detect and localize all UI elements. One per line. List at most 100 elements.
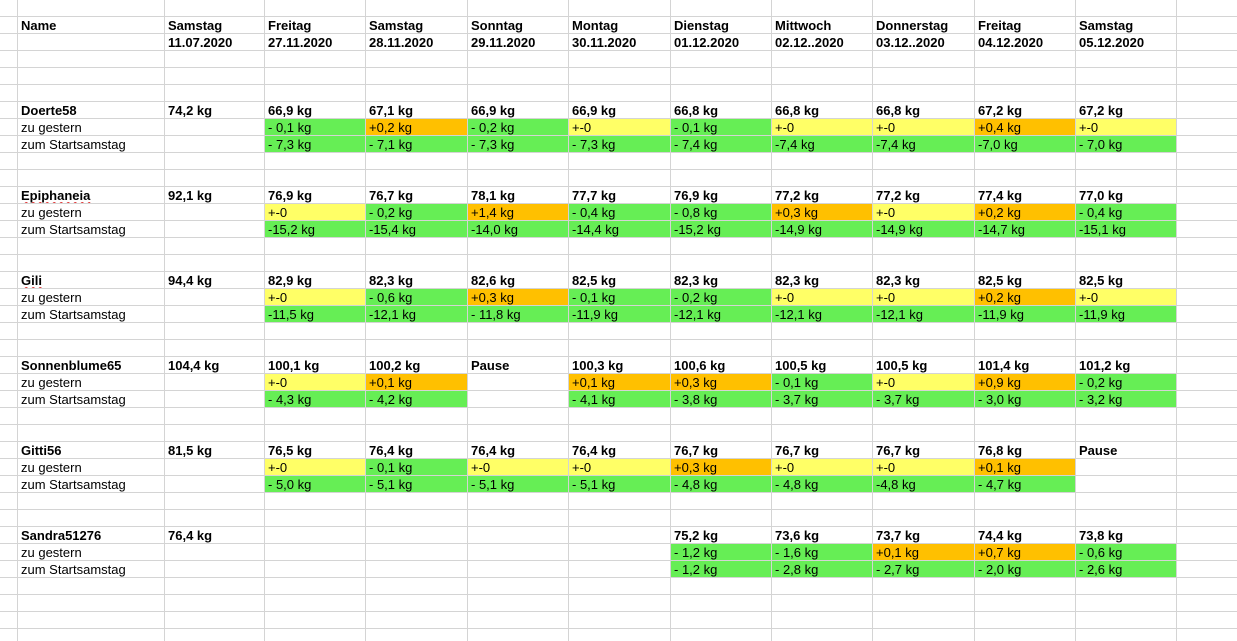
row-label-diff[interactable]: zu gestern bbox=[18, 204, 164, 220]
header-weekday-cell[interactable]: Samstag bbox=[165, 17, 264, 33]
total-cell[interactable]: -15,2 kg bbox=[671, 221, 771, 237]
diff-cell[interactable]: +-0 bbox=[873, 204, 974, 220]
weight-cell[interactable]: 73,8 kg bbox=[1076, 527, 1176, 543]
header-date-cell[interactable]: 05.12.2020 bbox=[1076, 34, 1176, 50]
weight-cell[interactable]: 100,5 kg bbox=[873, 357, 974, 373]
row-label-total[interactable]: zum Startsamstag bbox=[18, 391, 164, 407]
weight-cell[interactable]: 76,9 kg bbox=[671, 187, 771, 203]
person-name-cell[interactable]: Sonnenblume65 bbox=[18, 357, 164, 373]
weight-cell[interactable]: 66,8 kg bbox=[772, 102, 872, 118]
header-weekday-cell[interactable]: Freitag bbox=[975, 17, 1075, 33]
weight-cell[interactable]: 74,2 kg bbox=[165, 102, 264, 118]
person-name-cell[interactable]: Sandra51276 bbox=[18, 527, 164, 543]
weight-cell[interactable]: 77,0 kg bbox=[1076, 187, 1176, 203]
weight-cell[interactable]: 82,3 kg bbox=[671, 272, 771, 288]
total-cell[interactable]: -14,4 kg bbox=[569, 221, 670, 237]
weight-cell[interactable]: 82,5 kg bbox=[975, 272, 1075, 288]
header-date-cell[interactable]: 11.07.2020 bbox=[165, 34, 264, 50]
header-date-cell[interactable]: 28.11.2020 bbox=[366, 34, 467, 50]
diff-cell[interactable]: - 1,6 kg bbox=[772, 544, 872, 560]
weight-cell[interactable]: 75,2 kg bbox=[671, 527, 771, 543]
total-cell[interactable]: - 4,7 kg bbox=[975, 476, 1075, 492]
diff-cell[interactable]: +-0 bbox=[265, 204, 365, 220]
weight-cell[interactable]: 82,6 kg bbox=[468, 272, 568, 288]
diff-cell[interactable]: - 0,6 kg bbox=[1076, 544, 1176, 560]
diff-cell[interactable]: +-0 bbox=[772, 459, 872, 475]
header-weekday-cell[interactable]: Mittwoch bbox=[772, 17, 872, 33]
weight-cell[interactable]: 67,1 kg bbox=[366, 102, 467, 118]
header-date-cell[interactable]: 02.12..2020 bbox=[772, 34, 872, 50]
weight-cell[interactable]: 94,4 kg bbox=[165, 272, 264, 288]
total-cell[interactable]: -4,8 kg bbox=[873, 476, 974, 492]
weight-cell[interactable]: 73,7 kg bbox=[873, 527, 974, 543]
total-cell[interactable]: - 4,1 kg bbox=[569, 391, 670, 407]
diff-cell[interactable]: +0,1 kg bbox=[569, 374, 670, 390]
diff-cell[interactable]: +-0 bbox=[772, 119, 872, 135]
header-name-cell[interactable]: Name bbox=[18, 17, 164, 33]
total-cell[interactable]: - 5,1 kg bbox=[468, 476, 568, 492]
person-name-cell[interactable]: Epiphaneia bbox=[18, 187, 164, 203]
diff-cell[interactable]: +-0 bbox=[265, 374, 365, 390]
weight-cell[interactable]: 73,6 kg bbox=[772, 527, 872, 543]
total-cell[interactable]: - 3,7 kg bbox=[772, 391, 872, 407]
row-label-diff[interactable]: zu gestern bbox=[18, 374, 164, 390]
weight-cell[interactable]: 100,2 kg bbox=[366, 357, 467, 373]
diff-cell[interactable]: - 0,6 kg bbox=[366, 289, 467, 305]
diff-cell[interactable]: +0,3 kg bbox=[772, 204, 872, 220]
header-date-cell[interactable]: 03.12..2020 bbox=[873, 34, 974, 50]
weight-cell[interactable]: 100,1 kg bbox=[265, 357, 365, 373]
total-cell[interactable]: -15,1 kg bbox=[1076, 221, 1176, 237]
weight-cell[interactable]: 78,1 kg bbox=[468, 187, 568, 203]
row-label-total[interactable]: zum Startsamstag bbox=[18, 561, 164, 577]
diff-cell[interactable]: +0,2 kg bbox=[975, 289, 1075, 305]
weight-cell[interactable]: 81,5 kg bbox=[165, 442, 264, 458]
weight-cell[interactable]: 100,3 kg bbox=[569, 357, 670, 373]
total-cell[interactable]: - 7,1 kg bbox=[366, 136, 467, 152]
total-cell[interactable]: - 3,8 kg bbox=[671, 391, 771, 407]
weight-cell[interactable]: 76,7 kg bbox=[366, 187, 467, 203]
header-date-cell[interactable]: 29.11.2020 bbox=[468, 34, 568, 50]
header-weekday-cell[interactable]: Freitag bbox=[265, 17, 365, 33]
weight-cell[interactable]: 82,3 kg bbox=[873, 272, 974, 288]
diff-cell[interactable]: +0,2 kg bbox=[366, 119, 467, 135]
diff-cell[interactable]: - 0,1 kg bbox=[265, 119, 365, 135]
diff-cell[interactable]: +-0 bbox=[1076, 119, 1176, 135]
total-cell[interactable]: - 5,1 kg bbox=[569, 476, 670, 492]
weight-cell[interactable]: 67,2 kg bbox=[975, 102, 1075, 118]
weight-cell[interactable]: 77,2 kg bbox=[873, 187, 974, 203]
person-name-cell[interactable]: Gitti56 bbox=[18, 442, 164, 458]
weight-cell[interactable]: 92,1 kg bbox=[165, 187, 264, 203]
diff-cell[interactable]: +-0 bbox=[873, 459, 974, 475]
row-label-total[interactable]: zum Startsamstag bbox=[18, 306, 164, 322]
weight-cell[interactable]: 101,2 kg bbox=[1076, 357, 1176, 373]
weight-cell[interactable]: 76,7 kg bbox=[873, 442, 974, 458]
weight-cell[interactable]: 77,7 kg bbox=[569, 187, 670, 203]
diff-cell[interactable]: - 0,1 kg bbox=[671, 119, 771, 135]
weight-cell[interactable]: 66,8 kg bbox=[671, 102, 771, 118]
weight-cell[interactable]: 82,3 kg bbox=[772, 272, 872, 288]
total-cell[interactable]: - 1,2 kg bbox=[671, 561, 771, 577]
total-cell[interactable]: -14,0 kg bbox=[468, 221, 568, 237]
diff-cell[interactable]: +-0 bbox=[1076, 289, 1176, 305]
header-weekday-cell[interactable]: Sonntag bbox=[468, 17, 568, 33]
total-cell[interactable]: -14,9 kg bbox=[772, 221, 872, 237]
weight-cell[interactable]: 82,5 kg bbox=[1076, 272, 1176, 288]
total-cell[interactable]: - 2,0 kg bbox=[975, 561, 1075, 577]
row-label-total[interactable]: zum Startsamstag bbox=[18, 221, 164, 237]
header-weekday-cell[interactable]: Dienstag bbox=[671, 17, 771, 33]
diff-cell[interactable]: - 0,4 kg bbox=[1076, 204, 1176, 220]
weight-cell[interactable]: 76,4 kg bbox=[366, 442, 467, 458]
diff-cell[interactable]: +1,4 kg bbox=[468, 204, 568, 220]
weight-cell[interactable]: 74,4 kg bbox=[975, 527, 1075, 543]
weight-cell[interactable]: 76,4 kg bbox=[468, 442, 568, 458]
header-date-cell[interactable]: 01.12.2020 bbox=[671, 34, 771, 50]
weight-cell[interactable]: 101,4 kg bbox=[975, 357, 1075, 373]
row-label-diff[interactable]: zu gestern bbox=[18, 119, 164, 135]
total-cell[interactable]: -14,9 kg bbox=[873, 221, 974, 237]
total-cell[interactable]: -11,9 kg bbox=[1076, 306, 1176, 322]
diff-cell[interactable]: +0,2 kg bbox=[975, 204, 1075, 220]
diff-cell[interactable]: +-0 bbox=[772, 289, 872, 305]
diff-cell[interactable]: +-0 bbox=[569, 119, 670, 135]
weight-cell[interactable]: 104,4 kg bbox=[165, 357, 264, 373]
weight-cell[interactable]: 76,8 kg bbox=[975, 442, 1075, 458]
